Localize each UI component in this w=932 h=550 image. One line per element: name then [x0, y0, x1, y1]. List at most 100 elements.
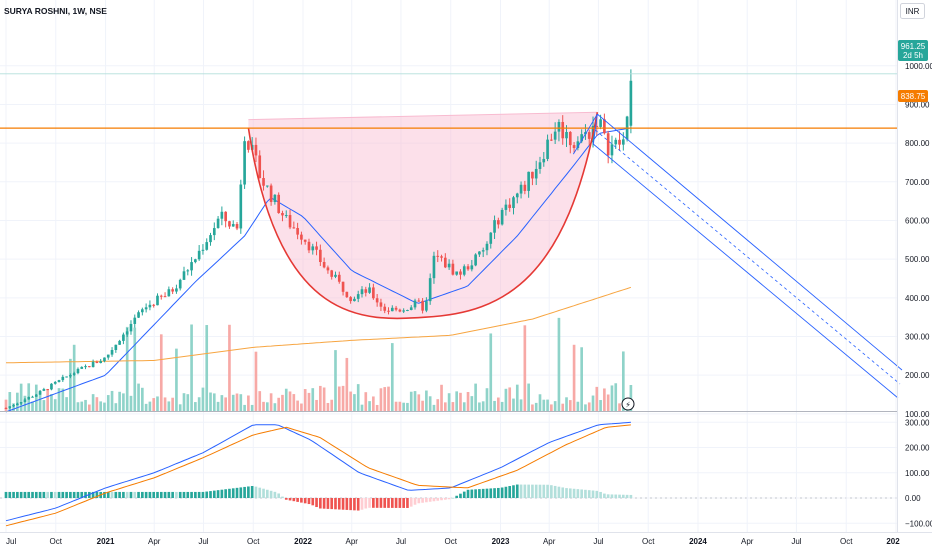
- candle-body: [220, 211, 224, 219]
- macd-histogram-bar: [387, 498, 390, 508]
- candle-body: [398, 309, 402, 312]
- level-price-tag-bg: [898, 90, 928, 102]
- macd-histogram-bar: [561, 487, 565, 498]
- macd-histogram-bar: [587, 490, 591, 498]
- candle-body: [353, 298, 356, 302]
- volume-bar: [87, 404, 91, 411]
- candle-body: [148, 304, 152, 308]
- time-axis-label: 2022: [294, 537, 312, 546]
- lightning-badge[interactable]: ⚡: [621, 397, 635, 411]
- candle-body: [565, 131, 568, 139]
- macd-histogram-bar: [383, 498, 387, 508]
- macd-histogram-bar: [409, 498, 413, 507]
- candle-body: [296, 227, 299, 235]
- candle-body: [133, 317, 137, 324]
- macd-histogram-bar: [220, 489, 224, 498]
- volume-bar: [534, 402, 538, 411]
- macd-histogram-bar: [163, 491, 167, 498]
- currency-button-frame[interactable]: [900, 3, 925, 19]
- candle-body: [53, 381, 57, 384]
- volume-bar: [421, 400, 424, 411]
- macd-histogram-bar: [542, 484, 546, 498]
- macd-histogram-bar: [595, 490, 599, 498]
- macd-histogram-bar: [243, 486, 246, 498]
- volume-bar: [527, 383, 530, 411]
- macd-histogram-bar: [91, 491, 95, 498]
- macd-histogram-bar: [356, 498, 360, 511]
- candle-body: [42, 389, 46, 391]
- macd-histogram-bar: [428, 498, 432, 502]
- volume-bar: [163, 397, 167, 411]
- volume-bar: [133, 327, 137, 411]
- macd-histogram-bar: [311, 498, 315, 506]
- macd-histogram-bar: [508, 486, 512, 498]
- macd-histogram-bar: [337, 498, 341, 510]
- lightning-badge-ring[interactable]: [621, 397, 635, 411]
- candle-body: [425, 301, 428, 311]
- candle-body: [258, 155, 262, 179]
- macd-histogram-bar: [110, 491, 114, 498]
- macd-histogram-bar: [372, 498, 375, 508]
- candle-body: [141, 309, 144, 313]
- volume-bar: [576, 401, 580, 411]
- volume-bar: [459, 392, 462, 411]
- candle-body: [618, 139, 621, 145]
- macd-histogram-bar: [159, 491, 163, 498]
- macd-histogram-bar: [46, 491, 49, 498]
- currency-button[interactable]: INR: [900, 3, 925, 19]
- volume-bar: [565, 397, 568, 411]
- macd-histogram-bar: [212, 490, 216, 498]
- chart-title: SURYA ROSHNI, 1W, NSE: [4, 6, 107, 16]
- volume-bar: [182, 393, 186, 411]
- macd-histogram-bar: [614, 494, 618, 498]
- time-axis-label: Oct: [247, 537, 260, 546]
- candle-body: [12, 405, 15, 407]
- candle-body: [243, 141, 246, 185]
- macd-histogram-bar: [231, 488, 235, 498]
- volume-bar: [114, 403, 118, 411]
- volume-bar: [497, 397, 500, 411]
- candle-body: [406, 309, 409, 311]
- macd-panel: [4, 421, 633, 527]
- macd-histogram-bar: [42, 491, 46, 498]
- macd-histogram-bar: [557, 486, 561, 498]
- lightning-icon: ⚡: [625, 401, 631, 410]
- candle-body: [228, 221, 231, 227]
- macd-axis-label: 200.00: [905, 444, 930, 453]
- candle-body: [194, 259, 197, 263]
- macd-histogram-bar: [8, 491, 12, 498]
- candle-body: [459, 271, 462, 275]
- volume-bar: [265, 402, 269, 411]
- volume-bar: [34, 384, 38, 411]
- macd-histogram-bar: [76, 491, 80, 498]
- macd-histogram-bar: [175, 491, 178, 498]
- volume-bar: [326, 402, 330, 411]
- candle-body: [91, 361, 95, 368]
- volume-bar: [546, 399, 549, 411]
- macd-histogram-bar: [576, 489, 580, 498]
- volume-bar: [110, 390, 114, 411]
- macd-histogram-bar: [27, 491, 31, 498]
- candle-body: [561, 121, 565, 139]
- macd-histogram-bar: [364, 498, 368, 509]
- candle-body: [178, 279, 182, 289]
- candle-body: [334, 274, 337, 277]
- candle-body: [110, 350, 114, 355]
- volume-bar: [383, 387, 387, 411]
- time-axis-label: Jul: [6, 537, 16, 546]
- candle-body: [16, 403, 19, 406]
- macd-histogram-bar: [239, 487, 243, 498]
- candle-body: [523, 184, 527, 191]
- candle-body: [379, 302, 383, 307]
- time-axis-label: Oct: [50, 537, 63, 546]
- signal-line: [5, 424, 631, 527]
- time-axis-label: 2023: [492, 537, 510, 546]
- volume-bar: [610, 385, 614, 411]
- candle-body: [455, 271, 459, 275]
- volume-bar: [209, 392, 212, 411]
- macd-histogram-bar: [447, 498, 451, 500]
- candle-body: [326, 267, 330, 271]
- candle-body: [300, 234, 303, 240]
- price-axis-label: 700.00: [905, 178, 930, 187]
